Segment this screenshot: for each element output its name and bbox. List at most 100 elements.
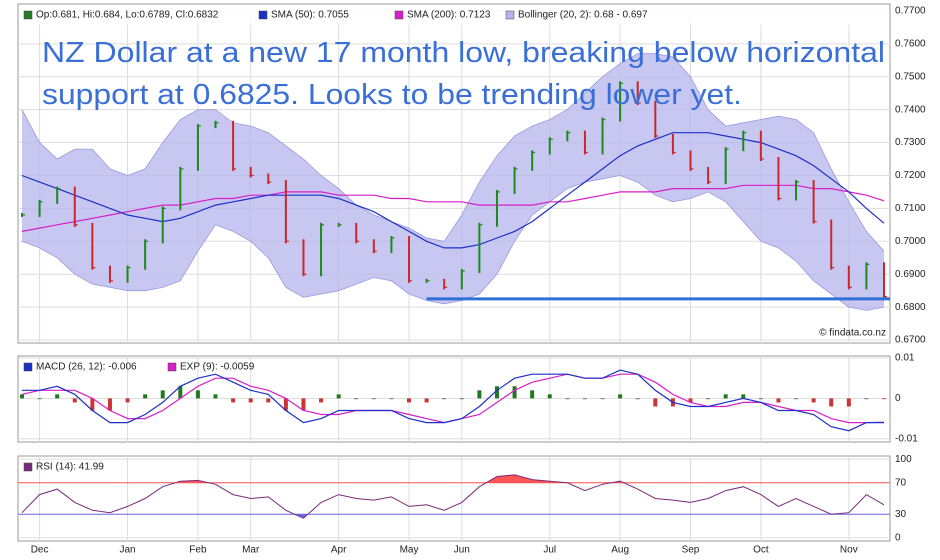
legend-swatch (23, 462, 33, 472)
y-tick-label: 0.6700 (895, 335, 926, 346)
y-tick-label: 0.7500 (895, 71, 926, 82)
y-tick-label: -0.01 (895, 433, 918, 444)
histogram-bar (55, 394, 60, 399)
y-tick-label: 0.01 (895, 353, 915, 364)
y-tick-label: 0.6900 (895, 269, 926, 280)
histogram-bar (442, 398, 447, 400)
histogram-bar (389, 398, 394, 400)
x-tick-label: Apr (331, 545, 347, 556)
x-tick-label: Jul (543, 545, 556, 556)
legend-swatch (258, 10, 268, 20)
legend-label: EXP (9): -0.0059 (180, 362, 255, 373)
legend-label: Op:0.681, Hi:0.684, Lo:0.6789, Cl:0.6832 (36, 10, 219, 21)
legend-swatch (167, 362, 177, 372)
histogram-bar (600, 398, 605, 400)
annotation: NZ Dollar at a new 17 month low, breakin… (42, 37, 885, 69)
bollinger-lower (21, 175, 885, 311)
histogram-bar (371, 398, 376, 400)
y-tick-label: 0 (895, 393, 901, 404)
histogram-bar (547, 394, 552, 399)
histogram-bar (354, 398, 359, 400)
legend-bg (19, 5, 889, 25)
histogram-bar (618, 394, 623, 399)
histogram-bar (20, 394, 24, 399)
y-tick-label: 30 (895, 509, 907, 520)
histogram-bar (424, 398, 429, 403)
histogram-bar (459, 398, 464, 400)
legend-label: SMA (50): 0.7055 (271, 10, 349, 21)
histogram-bar (494, 386, 499, 399)
histogram-bar (864, 398, 869, 400)
histogram-bar (407, 398, 412, 403)
histogram-bar (794, 398, 799, 400)
y-tick-label: 0.7600 (895, 38, 926, 49)
histogram-bar (758, 398, 763, 400)
histogram-bar (336, 394, 341, 399)
histogram-bar (266, 398, 271, 403)
y-tick-label: 0.6800 (895, 302, 926, 313)
x-tick-label: Sep (682, 545, 700, 556)
histogram-bar (829, 398, 834, 407)
histogram-bar (776, 398, 781, 403)
y-tick-label: 0.7400 (895, 104, 926, 115)
histogram-bar (301, 398, 306, 411)
x-tick-label: Jun (454, 545, 470, 556)
y-tick-label: 70 (895, 477, 907, 488)
x-tick-label: Jan (119, 545, 135, 556)
y-tick-label: 0.7100 (895, 203, 926, 214)
histogram-bar (723, 394, 728, 399)
histogram-bar (582, 398, 587, 400)
histogram-bar (72, 398, 77, 403)
histogram-bar (741, 394, 746, 399)
histogram-bar (37, 398, 42, 400)
legend-swatch (23, 10, 33, 20)
y-tick-label: 0 (895, 532, 901, 543)
y-tick-label: 0.7000 (895, 236, 926, 247)
x-tick-label: Mar (242, 545, 260, 556)
legend-label: SMA (200): 0.7123 (407, 10, 491, 21)
legend-swatch (23, 362, 33, 372)
histogram-bar (882, 398, 886, 400)
histogram-bar (107, 398, 112, 411)
macd-line (22, 369, 884, 432)
x-tick-label: Nov (840, 545, 858, 556)
histogram-bar (635, 398, 640, 400)
bollinger-band (22, 53, 884, 311)
annotation: support at 0.6825. Looks to be trending … (42, 79, 742, 111)
histogram-bar (90, 398, 95, 411)
histogram-bar (160, 390, 165, 399)
y-tick-label: 0.7700 (895, 6, 926, 17)
y-tick-label: 100 (895, 454, 912, 465)
histogram-bar (512, 386, 517, 399)
y-tick-label: 0.7200 (895, 170, 926, 181)
x-tick-label: May (400, 545, 419, 556)
histogram-bar (125, 398, 130, 403)
panel (17, 455, 891, 542)
legend-label: Bollinger (20, 2): 0.68 - 0.697 (518, 10, 648, 21)
sma-200-line (21, 184, 885, 232)
histogram-bar (530, 390, 535, 399)
bollinger-upper (21, 53, 885, 252)
y-tick-label: 0.7300 (895, 137, 926, 148)
rsi-line (21, 474, 885, 519)
legend-swatch (394, 10, 404, 20)
legend-label: RSI (14): 41.99 (36, 462, 104, 473)
histogram-bar (477, 390, 482, 399)
x-tick-label: Dec (31, 545, 49, 556)
histogram-bar (248, 398, 253, 403)
histogram-bar (213, 394, 218, 399)
histogram-bar (283, 398, 288, 411)
histogram-bar (178, 386, 183, 399)
legend-label: MACD (26, 12): -0.006 (36, 362, 137, 373)
histogram-bar (565, 398, 570, 400)
histogram-bar (706, 398, 711, 400)
histogram-bar (811, 398, 816, 403)
histogram-bar (846, 398, 851, 407)
x-tick-label: Feb (189, 545, 207, 556)
watermark: © findata.co.nz (819, 328, 886, 339)
histogram-bar (231, 398, 236, 403)
histogram-bar (195, 390, 200, 399)
histogram-bar (653, 398, 658, 407)
histogram-bar (688, 398, 693, 403)
